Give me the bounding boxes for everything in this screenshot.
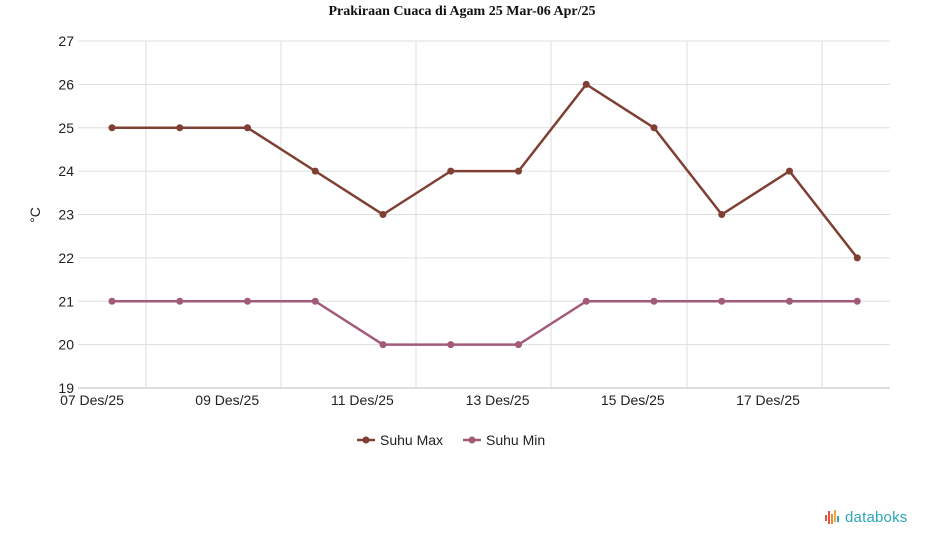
data-point[interactable] — [176, 124, 184, 132]
y-tick-label: 21 — [58, 293, 74, 309]
data-point[interactable] — [447, 167, 455, 175]
y-axis-ticks: 19 20 21 22 23 24 25 26 27 — [58, 33, 74, 396]
data-point[interactable] — [311, 167, 319, 175]
data-point[interactable] — [379, 211, 387, 218]
data-point[interactable] — [176, 297, 184, 305]
y-tick-label: 23 — [58, 207, 74, 223]
x-tick-label: 15 Des/25 — [601, 392, 665, 408]
legend-item[interactable]: Suhu Max — [357, 432, 443, 448]
data-point[interactable] — [244, 297, 251, 305]
data-point[interactable] — [379, 341, 387, 349]
series-group — [108, 80, 861, 349]
y-tick-label: 24 — [58, 163, 74, 179]
series-line-suhu-min — [112, 300, 858, 346]
x-tick-label: 09 Des/25 — [195, 392, 259, 408]
y-tick-label: 27 — [58, 33, 74, 49]
data-point[interactable] — [311, 297, 319, 305]
y-tick-label: 22 — [58, 250, 74, 266]
data-point[interactable] — [582, 297, 590, 305]
legend-label: Suhu Min — [486, 432, 545, 448]
y-tick-label: 26 — [58, 76, 74, 92]
databoks-logo-icon — [825, 510, 839, 524]
data-point[interactable] — [582, 80, 590, 88]
y-tick-label: 25 — [58, 120, 74, 136]
data-point[interactable] — [853, 254, 861, 262]
series-line-suhu-max — [112, 83, 859, 259]
data-point[interactable] — [244, 124, 251, 132]
data-point[interactable] — [108, 124, 116, 132]
data-point[interactable] — [650, 297, 658, 305]
data-point[interactable] — [650, 124, 658, 132]
x-tick-label: 13 Des/25 — [466, 392, 530, 408]
y-tick-label: 19 — [58, 380, 74, 396]
grid — [78, 40, 890, 389]
legend-label: Suhu Max — [380, 432, 443, 448]
legend-item[interactable]: Suhu Min — [463, 432, 545, 448]
chart-title: Prakiraan Cuaca di Agam 25 Mar-06 Apr/25 — [328, 4, 595, 19]
data-point[interactable] — [718, 211, 726, 218]
brand-text: databoks — [845, 508, 908, 526]
y-axis-label: °C — [27, 207, 43, 223]
legend-marker-icon — [468, 436, 476, 444]
data-point[interactable] — [515, 167, 522, 175]
x-tick-label: 11 Des/25 — [331, 392, 394, 408]
legend-marker-icon — [362, 436, 370, 444]
data-point[interactable] — [515, 341, 522, 349]
brand-logo: databoks — [824, 508, 907, 526]
data-point[interactable] — [786, 167, 793, 175]
legend[interactable]: Suhu Max Suhu Min — [357, 432, 545, 448]
x-axis-ticks: 07 Des/25 09 Des/25 11 Des/25 13 Des/25 15 D… — [60, 392, 800, 408]
data-point[interactable] — [718, 297, 726, 305]
data-point[interactable] — [853, 297, 861, 305]
x-tick-label: 07 Des/25 — [60, 392, 124, 408]
data-point[interactable] — [786, 297, 793, 305]
data-point[interactable] — [447, 341, 455, 349]
data-point[interactable] — [108, 297, 116, 305]
x-tick-label: 17 Des/25 — [736, 392, 800, 408]
y-tick-label: 20 — [58, 337, 74, 353]
